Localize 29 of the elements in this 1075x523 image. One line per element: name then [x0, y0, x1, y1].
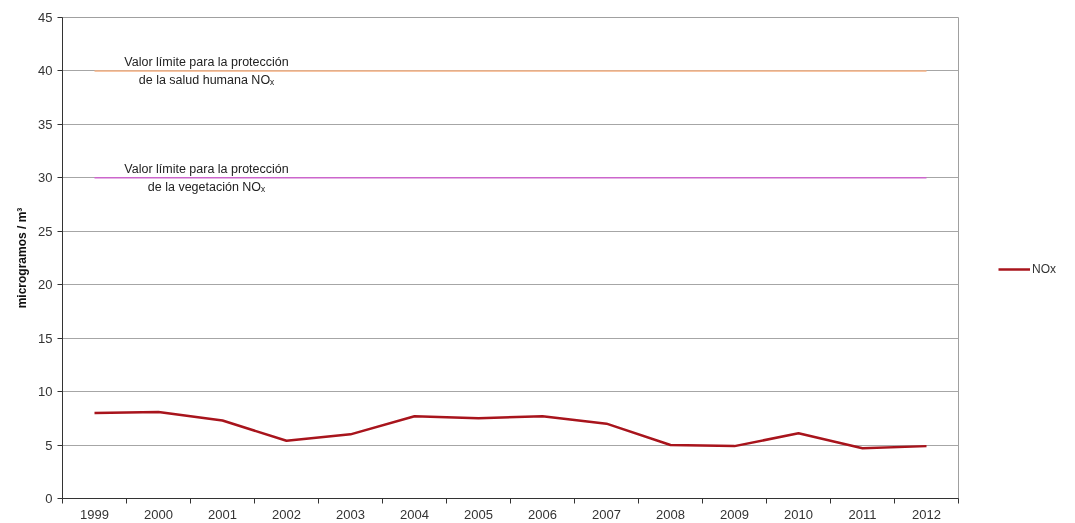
y-tick-label: 5: [45, 437, 53, 453]
x-tick-label: 2004: [400, 506, 429, 522]
x-tick-label: 2005: [464, 506, 493, 522]
y-axis-title: microgramos / m³: [15, 207, 30, 309]
x-tick-label: 2008: [656, 506, 685, 522]
x-tick-label: 2003: [336, 506, 365, 522]
line-series: [93, 410, 928, 450]
y-tick-label: 40: [38, 63, 53, 79]
y-tick-label: 15: [38, 330, 53, 346]
y-tick-label: 45: [38, 10, 53, 25]
y-tick-label: 0: [45, 491, 53, 506]
x-tick-label: 2006: [528, 506, 557, 522]
x-tick-label: 2007: [592, 506, 621, 522]
y-tick-label: 25: [38, 223, 53, 239]
ref-line-label: Valor límite para la protección de la salud humana NOₓ: [124, 54, 289, 88]
y-tick-label: 10: [38, 384, 53, 400]
x-tick-label: 2011: [848, 506, 877, 522]
legend-label: NOx: [1032, 262, 1056, 276]
y-tick-label: 30: [38, 170, 53, 186]
x-tick-label: 2010: [784, 506, 813, 522]
x-tick-label: 2000: [144, 506, 173, 522]
y-tick-label: 35: [38, 116, 53, 132]
x-tick-label: 1999: [80, 506, 109, 522]
ref-line-label: Valor límite para la protección de la vegetación NOₓ: [124, 161, 289, 194]
x-tick-label: 2009: [720, 506, 749, 522]
x-tick-label: 2001: [208, 506, 237, 522]
x-tick-label: 2012: [912, 506, 941, 522]
x-tick-label: 2002: [272, 506, 301, 522]
y-tick-label: 20: [38, 277, 53, 293]
